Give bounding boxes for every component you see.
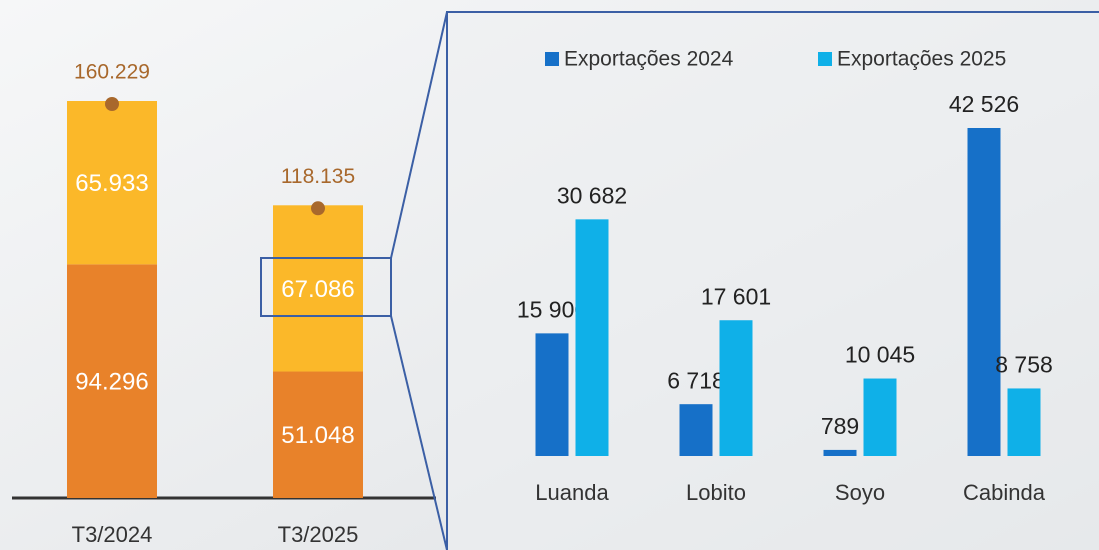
bar bbox=[679, 404, 713, 456]
bar-segment bbox=[273, 371, 363, 498]
value-label: 30 682 bbox=[557, 182, 627, 208]
bar bbox=[967, 128, 1001, 456]
x-tick-label: T3/2024 bbox=[72, 522, 153, 547]
legend-label: Exportações 2024 bbox=[564, 48, 734, 71]
x-tick-label: Cabinda bbox=[963, 480, 1046, 505]
connector bbox=[390, 315, 448, 550]
value-label: 42 526 bbox=[949, 91, 1019, 117]
value-label: 789 bbox=[821, 413, 859, 439]
bar-segment bbox=[273, 205, 363, 372]
bar bbox=[823, 449, 857, 456]
legend-swatch bbox=[818, 52, 832, 66]
bar-segment bbox=[67, 264, 157, 498]
legend-swatch bbox=[545, 52, 559, 66]
value-label: 65.933 bbox=[75, 170, 148, 197]
x-tick-label: T3/2025 bbox=[278, 522, 359, 547]
x-tick-label: Soyo bbox=[835, 480, 885, 505]
bar bbox=[575, 219, 609, 456]
bar bbox=[535, 333, 569, 456]
total-label: 160.229 bbox=[74, 61, 150, 84]
value-label: 10 045 bbox=[845, 342, 915, 368]
highlight-box bbox=[260, 257, 392, 317]
value-label: 94.296 bbox=[75, 369, 148, 396]
x-tick-label: Lobito bbox=[686, 480, 746, 505]
total-marker bbox=[311, 201, 325, 216]
bar bbox=[1007, 388, 1041, 456]
value-label: 51.048 bbox=[281, 422, 354, 449]
value-label: 15 900 bbox=[517, 296, 587, 322]
total-marker bbox=[105, 97, 119, 111]
x-tick-label: Luanda bbox=[535, 480, 609, 505]
bar bbox=[863, 378, 897, 456]
value-label: 6 718 bbox=[667, 367, 725, 393]
bar-segment bbox=[67, 101, 157, 265]
value-label: 17 601 bbox=[701, 283, 771, 309]
value-label: 67.086 bbox=[281, 276, 354, 303]
total-label: 118.135 bbox=[281, 165, 355, 188]
value-label: 8 758 bbox=[995, 352, 1053, 378]
bar bbox=[719, 320, 753, 456]
legend-label: Exportações 2025 bbox=[837, 48, 1006, 71]
connector bbox=[390, 11, 448, 259]
